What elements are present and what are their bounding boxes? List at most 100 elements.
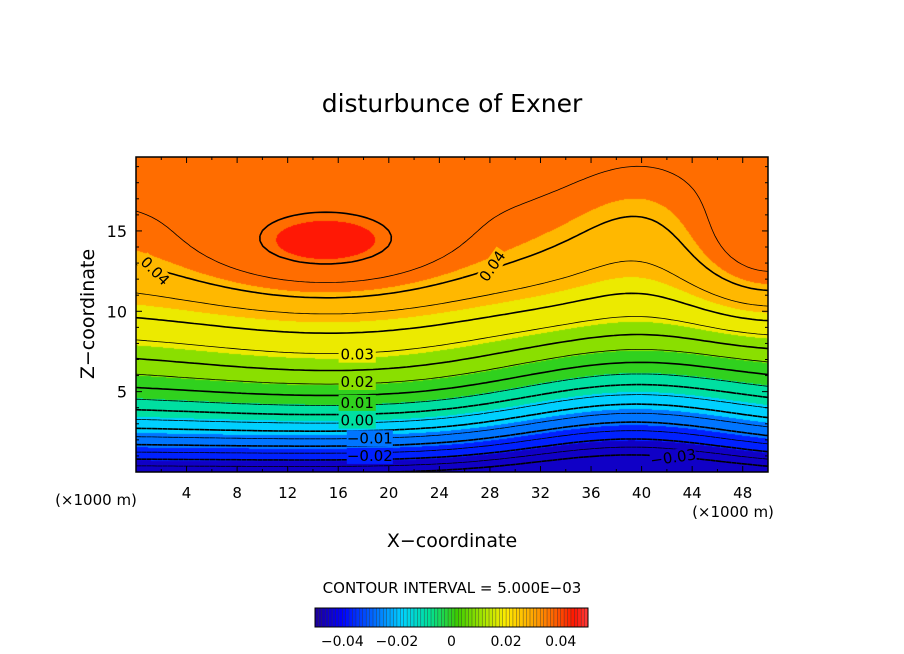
colorbar-cell [468,608,473,627]
plot-area: 0.04 0.040.030.020.010.00−0.01−0.02 −0.03 [135,156,769,473]
colorbar-cell [413,608,418,627]
contour-interval-label: CONTOUR INTERVAL = 5.000E−03 [323,579,582,597]
contour-label-bg [649,446,698,469]
x-tick-label: 4 [182,484,192,502]
colorbar-cell [332,608,336,627]
colorbar-cell [506,608,510,627]
colorbar-cell [550,608,555,627]
colorbar-cell [335,608,340,627]
colorbar-cell [529,608,534,627]
contour-label-bg [475,246,510,287]
colorbar-cell [390,608,394,627]
contour-label-bg [338,394,376,411]
contour-label-bg [346,430,393,447]
contour-line [136,361,768,397]
colorbar-cell [509,608,514,627]
colorbar-cell [560,608,565,627]
colorbar-cell [383,608,387,627]
x-unit-label-right: (×1000 m) [692,503,774,521]
colorbar-tick-label: −0.02 [375,634,418,650]
colorbar-cell [489,608,493,627]
y-tick-label: 15 [107,222,127,241]
x-unit-label-left: (×1000 m) [55,491,137,509]
colorbar-tick-label: 0.04 [545,634,576,650]
colorbar-cell [451,608,456,627]
colorbar-cell [427,608,432,627]
colorbar-cell [485,608,490,627]
colorbar-tick-label: −0.04 [321,634,364,650]
colorbar-cell [362,608,367,627]
contour-line [136,260,768,315]
x-axis-ticks: 4 8 12 16 20 24 28 32 36 40 44 48 [160,157,752,502]
colorbar-cell [567,608,572,627]
x-tick-label: 24 [430,484,449,502]
contour-label-bg [338,412,376,429]
colorbar-cell [321,608,326,627]
colorbar-cell [570,608,575,627]
colorbar-tick-label: 0.02 [491,634,522,650]
x-tick-label: 44 [683,484,702,502]
colorbar-cell [574,608,579,627]
colorbar-cell [536,608,541,627]
colorbar-cell [424,608,428,627]
contour-line [136,333,768,372]
contour-line [136,446,768,467]
colorbar-cell [461,608,466,627]
x-tick-label: 32 [531,484,550,502]
colorbar-cell [369,608,374,627]
colorbar-tick-labels: −0.04 −0.02 0 0.02 0.04 [321,634,577,650]
colorbar-cells [314,608,589,627]
colorbar-cell [465,608,469,627]
colorbar-cell [557,608,561,627]
exner-field-image [136,157,768,472]
x-tick-label: 8 [232,484,242,502]
colorbar-tick-label: 0 [447,634,456,650]
colorbar-cell [407,608,411,627]
colorbar-cell [454,608,459,627]
x-tick-label: 28 [480,484,499,502]
colorbar-cell [543,608,548,627]
colorbar-cell [325,608,329,627]
y-axis-ticks: 5 10 15 [107,166,768,457]
colorbar-cell [345,608,350,627]
colorbar-cell [471,608,476,627]
colorbar-cell [492,608,497,627]
colorbar-cell [420,608,425,627]
colorbar: −0.04 −0.02 0 0.02 0.04 [314,607,589,650]
y-tick-label: 10 [107,302,127,321]
colorbar-cell [475,608,480,627]
colorbar-cell [444,608,449,627]
y-axis-label: Z−coordinate [77,249,99,379]
colorbar-cell [584,608,589,627]
colorbar-cell [581,608,585,627]
colorbar-cell [342,608,347,627]
contour-label: 0.00 [340,412,373,430]
colorbar-cell [355,608,360,627]
contour-label: 0.02 [340,373,373,391]
colorbar-cell [478,608,483,627]
contour-line [136,292,768,334]
colorbar-cell [400,608,405,627]
contour-line [136,373,768,406]
colorbar-cell [410,608,415,627]
colorbar-cell [431,608,435,627]
colorbar-cell [441,608,445,627]
colorbar-cell [352,608,357,627]
colorbar-cell [516,608,521,627]
colorbar-cell [437,608,442,627]
colorbar-cell [526,608,531,627]
colorbar-cell [338,608,343,627]
colorbar-cell [315,608,319,627]
colorbar-cell [366,608,370,627]
y-tick-label: 5 [117,383,127,402]
chart-title: disturbunce of Exner [322,89,583,118]
contour-line [259,211,393,265]
colorbar-cell [318,608,323,627]
colorbar-cell [523,608,527,627]
colorbar-cell [553,608,558,627]
colorbar-cell [376,608,381,627]
x-tick-label: 48 [733,484,752,502]
colorbar-cell [328,608,333,627]
colorbar-cell [482,608,486,627]
